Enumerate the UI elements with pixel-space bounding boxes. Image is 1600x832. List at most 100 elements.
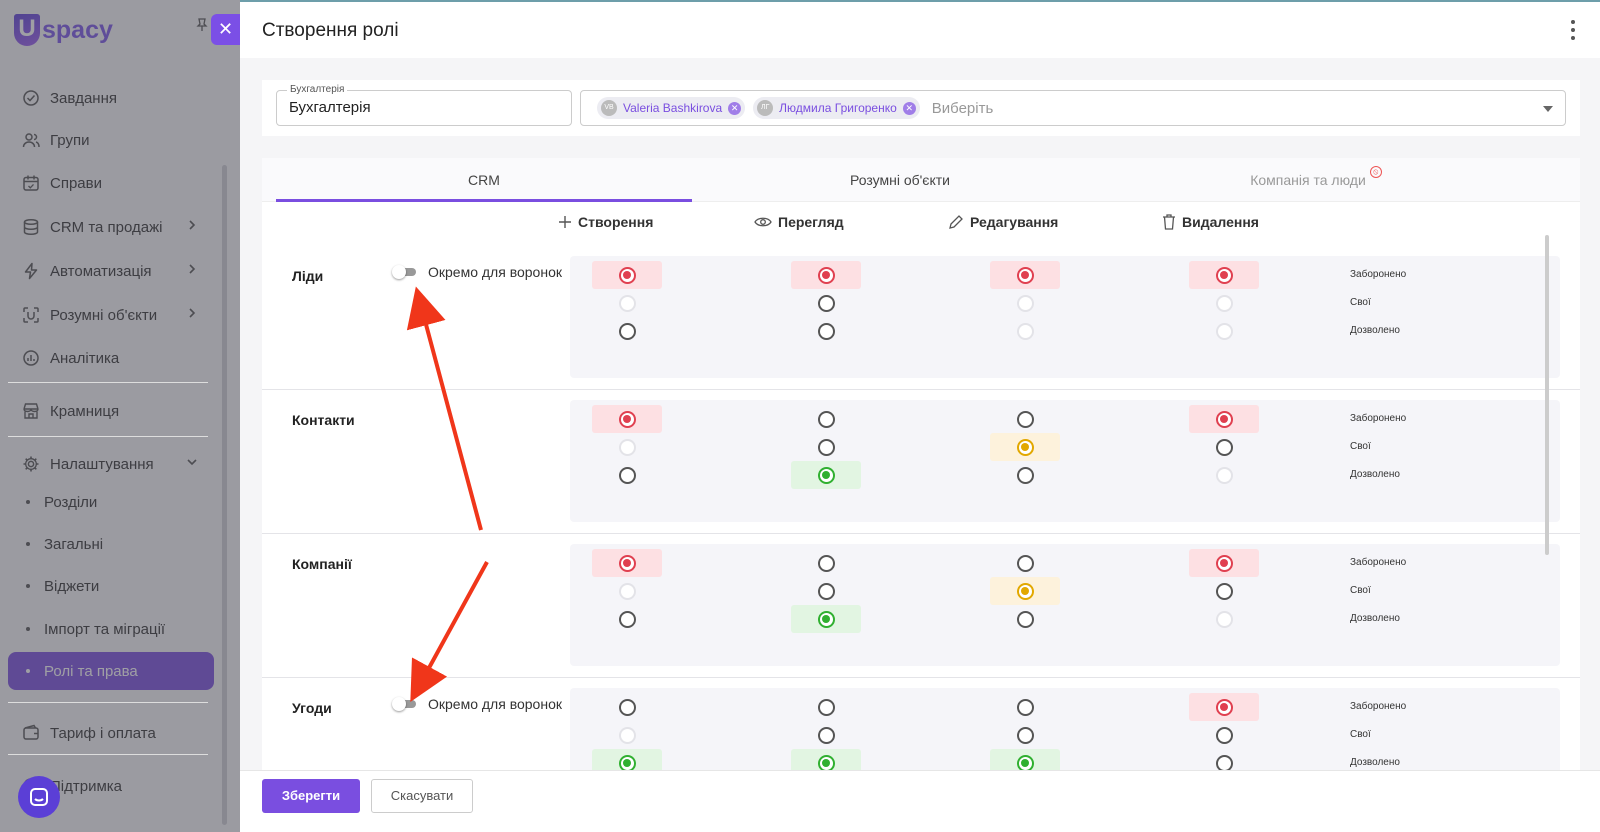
permission-radio[interactable] [1215,266,1233,284]
permission-cell[interactable] [990,405,1060,433]
permission-cell[interactable] [791,289,861,317]
users-select[interactable]: VB Valeria Bashkirova ✕ ЛГ Людмила Григо… [580,90,1566,126]
permission-cell[interactable] [990,261,1060,289]
permission-cell[interactable] [791,317,861,345]
permission-cell[interactable] [592,261,662,289]
remove-chip-icon[interactable]: ✕ [902,101,916,115]
permission-radio[interactable] [817,754,835,772]
permission-radio[interactable] [1016,438,1034,456]
sidebar-subitem[interactable]: Загальні [8,526,214,562]
permission-radio[interactable] [618,610,636,628]
permission-cell[interactable] [1189,461,1259,489]
permission-radio[interactable] [618,266,636,284]
sidebar-item[interactable]: Автоматизація [8,253,214,289]
pipeline-toggle[interactable]: Окремо для воронок [392,696,562,712]
permission-radio[interactable] [817,266,835,284]
toggle-switch[interactable] [392,697,418,711]
permission-radio[interactable] [1215,726,1233,744]
permission-cell[interactable] [1189,549,1259,577]
permission-cell[interactable] [791,461,861,489]
permission-radio[interactable] [817,410,835,428]
sidebar-subitem[interactable]: Ролі та права [8,652,214,690]
permission-radio[interactable] [1215,582,1233,600]
permission-radio[interactable] [1016,726,1034,744]
sidebar-item[interactable]: Групи [8,122,214,158]
dropdown-arrow-icon[interactable] [1543,106,1553,112]
permission-radio[interactable] [618,466,636,484]
permission-cell[interactable] [791,605,861,633]
permission-cell[interactable] [592,433,662,461]
permission-cell[interactable] [990,721,1060,749]
permission-cell[interactable] [990,605,1060,633]
permission-cell[interactable] [592,577,662,605]
permission-radio[interactable] [618,754,636,772]
permission-radio[interactable] [817,698,835,716]
permission-cell[interactable] [1189,405,1259,433]
permission-radio[interactable] [817,610,835,628]
permission-cell[interactable] [1189,605,1259,633]
permission-cell[interactable] [1189,433,1259,461]
sidebar-item[interactable]: Розумні об'єкти [8,297,214,333]
permission-radio[interactable] [817,438,835,456]
sidebar-item[interactable]: Крамниця [8,393,214,429]
sidebar-item[interactable]: Завдання [8,80,214,116]
permission-radio[interactable] [1016,754,1034,772]
sidebar-subitem[interactable]: Імпорт та міграції [8,611,214,647]
permission-cell[interactable] [990,461,1060,489]
permission-cell[interactable] [1189,577,1259,605]
sidebar-scrollbar[interactable] [222,165,227,825]
permission-radio[interactable] [1215,410,1233,428]
save-button[interactable]: Зберегти [262,779,360,813]
content-scrollbar[interactable] [1545,235,1549,555]
cancel-button[interactable]: Скасувати [371,779,473,813]
role-name-input[interactable] [289,99,549,116]
permission-cell[interactable] [592,693,662,721]
permission-cell[interactable] [791,261,861,289]
permission-cell[interactable] [791,549,861,577]
permission-radio[interactable] [1215,438,1233,456]
remove-chip-icon[interactable]: ✕ [728,101,742,115]
permission-cell[interactable] [791,693,861,721]
permission-radio[interactable] [1016,266,1034,284]
permission-radio[interactable] [1016,410,1034,428]
close-panel-button[interactable]: ✕ [211,14,240,45]
toggle-switch[interactable] [392,265,418,279]
permission-radio[interactable] [817,294,835,312]
sidebar-item[interactable]: Налаштування [8,446,214,482]
sidebar-item[interactable]: CRM та продажі [8,209,214,245]
permission-cell[interactable] [990,693,1060,721]
permission-cell[interactable] [791,577,861,605]
permission-radio[interactable] [817,322,835,340]
permission-cell[interactable] [1189,261,1259,289]
app-logo[interactable]: U spacy [14,12,113,48]
permission-cell[interactable] [990,577,1060,605]
permission-radio[interactable] [1215,698,1233,716]
role-name-field[interactable]: Бухгалтерія [276,84,572,126]
permission-cell[interactable] [1189,289,1259,317]
permission-radio[interactable] [1016,698,1034,716]
tab-smart-objects[interactable]: Розумні об'єкти [692,158,1108,202]
permission-cell[interactable] [990,433,1060,461]
permission-radio[interactable] [618,410,636,428]
permission-cell[interactable] [1189,693,1259,721]
permission-cell[interactable] [592,405,662,433]
sidebar-item[interactable]: Тариф і оплата [8,715,214,751]
permission-radio[interactable] [817,726,835,744]
permission-cell[interactable] [592,317,662,345]
permission-radio[interactable] [1215,554,1233,572]
sidebar-subitem[interactable]: Розділи [8,484,214,520]
permission-cell[interactable] [592,721,662,749]
permission-radio[interactable] [1016,610,1034,628]
permission-radio[interactable] [817,554,835,572]
permission-cell[interactable] [791,721,861,749]
permission-cell[interactable] [1189,317,1259,345]
more-options-icon[interactable] [1568,18,1578,42]
permission-cell[interactable] [1189,721,1259,749]
permission-radio[interactable] [817,582,835,600]
permission-radio[interactable] [1016,466,1034,484]
sidebar-subitem[interactable]: Віджети [8,568,214,604]
sidebar-item[interactable]: Справи [8,165,214,201]
permission-radio[interactable] [1215,754,1233,772]
permission-cell[interactable] [791,405,861,433]
permission-cell[interactable] [592,461,662,489]
